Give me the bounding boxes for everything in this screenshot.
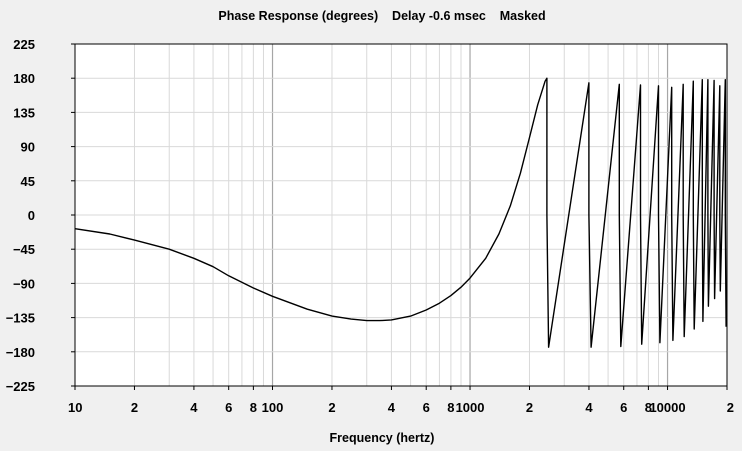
y-tick-label: −225: [6, 379, 35, 394]
x-tick-label: 100: [262, 400, 284, 415]
x-tick-label: 8: [250, 400, 257, 415]
y-axis: 225 180 135 90 45 0 −45 −90 −135 −180 −225: [6, 37, 75, 394]
grid-lines: [75, 44, 727, 386]
y-tick-label: 0: [28, 208, 35, 223]
x-tick-label: 2: [727, 400, 734, 415]
x-tick-label: 10000: [649, 400, 685, 415]
x-tick-label: 6: [423, 400, 430, 415]
x-tick-label: 8: [645, 400, 652, 415]
y-tick-label: 225: [13, 37, 35, 52]
plot-border: [74, 43, 728, 387]
x-tick-label: 4: [585, 400, 593, 415]
y-tick-label: −135: [6, 311, 35, 326]
x-tick-label: 2: [526, 400, 533, 415]
y-tick-label: 45: [21, 174, 35, 189]
phase-series-line: [74, 77, 727, 348]
x-tick-label: 2: [131, 400, 138, 415]
y-tick-label: 180: [13, 71, 35, 86]
y-tick-label: −90: [13, 276, 35, 291]
x-tick-label: 6: [620, 400, 627, 415]
chart-title: Phase Response (degrees) Delay -0.6 msec…: [218, 9, 545, 23]
x-tick-label: 1000: [456, 400, 485, 415]
y-tick-label: −180: [6, 345, 35, 360]
x-tick-label: 4: [190, 400, 198, 415]
x-tick-label: 2: [328, 400, 335, 415]
y-tick-label: −45: [13, 242, 35, 257]
x-axis-label: Frequency (hertz): [330, 431, 435, 445]
y-tick-label: 135: [13, 105, 35, 120]
y-tick-label: 90: [21, 140, 35, 155]
x-tick-label: 4: [388, 400, 396, 415]
x-tick-label: 6: [225, 400, 232, 415]
series-lines: [74, 77, 727, 348]
x-tick-label: 10: [68, 400, 82, 415]
x-tick-label: 8: [447, 400, 454, 415]
